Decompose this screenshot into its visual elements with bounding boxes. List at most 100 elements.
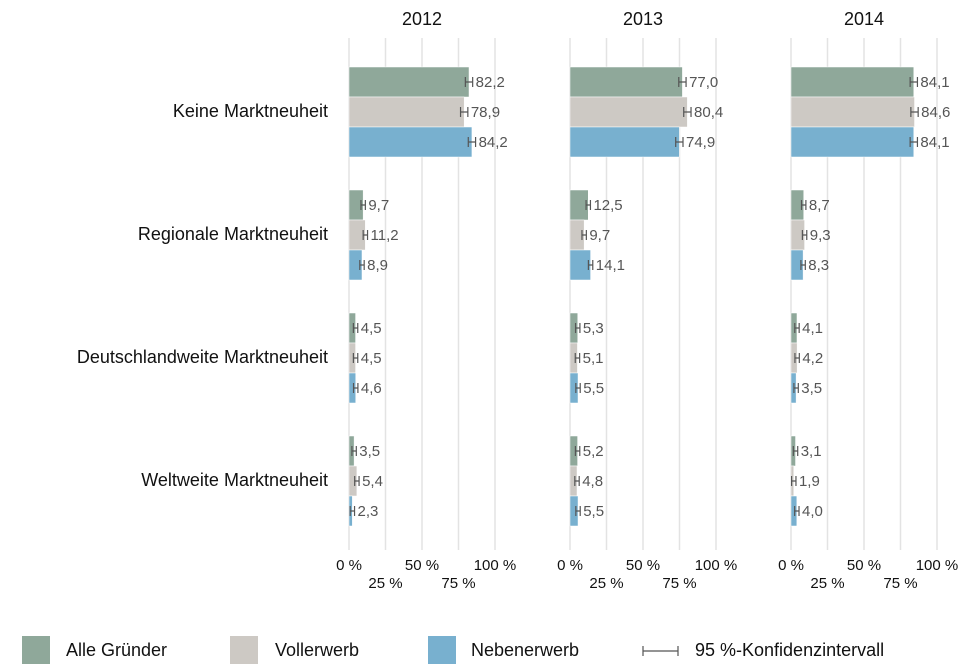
category-label: Keine Marktneuheit — [173, 101, 328, 121]
value-label: 4,8 — [582, 473, 603, 490]
error-bar — [467, 137, 477, 147]
error-bar — [574, 353, 581, 363]
error-bar — [793, 383, 799, 393]
x-tick-label: 100 % — [474, 557, 517, 574]
value-label: 8,9 — [367, 257, 388, 274]
x-tick-label: 50 % — [847, 557, 881, 574]
bar — [790, 66, 915, 98]
error-bar — [678, 77, 687, 87]
value-label: 4,1 — [802, 320, 823, 337]
error-bar — [794, 323, 800, 333]
value-label: 4,0 — [802, 503, 823, 520]
error-bar — [359, 260, 365, 270]
error-bar — [909, 137, 919, 147]
error-bar — [574, 323, 581, 333]
value-label: 2,3 — [358, 503, 379, 520]
error-bar — [354, 476, 360, 486]
panel-title: 2014 — [844, 9, 884, 29]
value-label: 14,1 — [596, 257, 625, 274]
x-tick-label: 50 % — [405, 557, 439, 574]
bar — [569, 66, 683, 98]
error-bar — [575, 383, 581, 393]
value-label: 3,5 — [801, 380, 822, 397]
x-tick-label: 25 % — [810, 575, 844, 592]
legend-swatch — [428, 636, 456, 664]
error-bar — [362, 230, 369, 240]
x-tick-label: 75 % — [662, 575, 696, 592]
bar — [348, 126, 473, 158]
value-label: 9,7 — [589, 227, 610, 244]
x-tick-label: 75 % — [441, 575, 475, 592]
error-bar — [790, 476, 797, 486]
error-bar — [574, 446, 581, 456]
bar — [790, 96, 915, 128]
panel-title: 2013 — [623, 9, 663, 29]
error-bar — [683, 107, 692, 117]
error-bar — [352, 323, 359, 333]
error-bar — [352, 353, 359, 363]
error-bar — [349, 506, 356, 516]
error-bar — [801, 230, 808, 240]
value-label: 5,5 — [583, 380, 604, 397]
value-label: 74,9 — [686, 134, 715, 151]
value-label: 1,9 — [799, 473, 820, 490]
error-bar — [360, 200, 366, 210]
x-tick-label: 0 % — [778, 557, 804, 574]
bar — [348, 96, 465, 128]
error-bar — [464, 77, 474, 87]
error-bar — [909, 77, 919, 87]
value-label: 3,5 — [359, 443, 380, 460]
error-bar — [910, 107, 919, 117]
value-label: 5,3 — [583, 320, 604, 337]
value-label: 78,9 — [471, 104, 500, 121]
value-label: 84,1 — [920, 74, 949, 91]
category-label: Regionale Marktneuheit — [138, 224, 328, 244]
error-bar — [575, 506, 581, 516]
value-label: 9,3 — [810, 227, 831, 244]
error-bar — [675, 137, 684, 147]
value-label: 5,4 — [362, 473, 383, 490]
value-label: 5,1 — [583, 350, 604, 367]
value-label: 8,3 — [808, 257, 829, 274]
bar — [569, 96, 688, 128]
error-bar — [585, 200, 592, 210]
legend-swatch — [230, 636, 258, 664]
bar — [569, 126, 680, 158]
x-tick-label: 0 % — [336, 557, 362, 574]
value-label: 4,5 — [361, 320, 382, 337]
value-label: 82,2 — [476, 74, 505, 91]
error-bar — [794, 353, 800, 363]
legend-swatch — [22, 636, 50, 664]
error-bar — [459, 107, 469, 117]
value-label: 11,2 — [371, 227, 399, 244]
legend-error-icon — [642, 646, 679, 656]
category-label: Deutschlandweite Marktneuheit — [77, 347, 328, 367]
x-tick-label: 50 % — [626, 557, 660, 574]
error-bar — [800, 200, 807, 210]
error-bar — [800, 260, 806, 270]
x-tick-label: 0 % — [557, 557, 583, 574]
value-label: 12,5 — [593, 197, 622, 214]
x-tick-label: 100 % — [695, 557, 738, 574]
error-bar — [352, 383, 359, 393]
value-label: 5,2 — [583, 443, 604, 460]
error-bar — [792, 446, 799, 456]
error-bar — [581, 230, 587, 240]
x-tick-label: 75 % — [883, 575, 917, 592]
x-tick-label: 100 % — [916, 557, 959, 574]
value-label: 4,5 — [361, 350, 382, 367]
error-bar — [794, 506, 800, 516]
x-tick-label: 25 % — [368, 575, 402, 592]
value-label: 4,2 — [802, 350, 823, 367]
value-label: 9,7 — [368, 197, 389, 214]
value-label: 4,6 — [361, 380, 382, 397]
x-tick-label: 25 % — [589, 575, 623, 592]
bar — [569, 249, 591, 281]
error-bar — [574, 476, 580, 486]
legend-label: Nebenerwerb — [471, 640, 579, 660]
error-bar — [587, 260, 594, 270]
value-label: 84,1 — [920, 134, 949, 151]
error-bar — [351, 446, 357, 456]
value-label: 84,6 — [921, 104, 950, 121]
